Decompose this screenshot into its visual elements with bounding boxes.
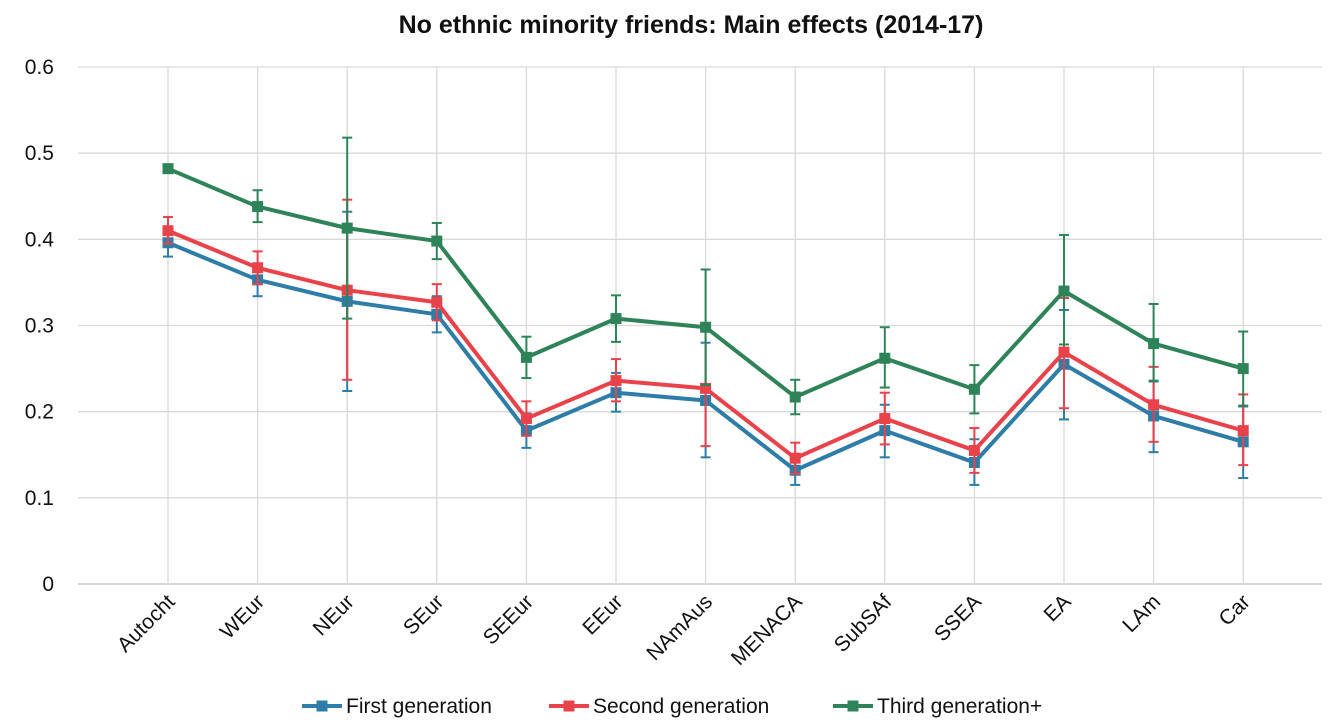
x-tick-label: MENACA (727, 590, 807, 670)
legend-label: Third generation+ (877, 695, 1042, 718)
y-tick-label: 0.3 (25, 315, 54, 338)
legend-item: Third generation+ (833, 695, 1042, 718)
legend-swatch-marker (563, 700, 575, 712)
legend-item: Second generation (549, 695, 769, 718)
data-point (341, 222, 353, 234)
data-point (431, 296, 443, 308)
x-tick-label: EA (1039, 590, 1075, 626)
legend-swatch-marker (847, 700, 859, 712)
y-tick-label: 0.6 (25, 56, 54, 79)
data-point (1148, 399, 1160, 411)
series-2 (162, 136, 1249, 416)
data-point (162, 163, 174, 175)
y-tick-label: 0.5 (25, 142, 54, 165)
y-tick-label: 0.1 (25, 487, 54, 510)
x-tick-label: WEur (216, 590, 269, 643)
data-point (968, 444, 980, 456)
x-tick-label: SEEur (479, 590, 538, 649)
legend-label: First generation (346, 695, 492, 718)
data-point (431, 235, 443, 247)
data-point (879, 352, 891, 364)
data-point (1237, 425, 1249, 437)
x-tick-label: EEur (578, 590, 627, 639)
data-point (520, 413, 532, 425)
data-point (879, 413, 891, 425)
chart-title: No ethnic minority friends: Main effects… (399, 11, 984, 39)
data-point (789, 452, 801, 464)
data-point (520, 351, 532, 363)
data-point (1237, 363, 1249, 375)
data-point (610, 375, 622, 387)
x-tick-label: LAm (1118, 590, 1165, 637)
x-tick-label: NEur (309, 590, 359, 640)
legend-label: Second generation (593, 695, 769, 718)
x-tick-label: Car (1215, 590, 1255, 630)
series-group (162, 136, 1249, 486)
data-point (1058, 346, 1070, 358)
x-tick-label: SSEA (930, 590, 986, 646)
data-point (700, 382, 712, 394)
y-axis-tick-labels: 0 0.1 0.2 0.3 0.4 0.5 0.6 (25, 56, 55, 596)
legend: First generation Second generation Third g… (302, 695, 1042, 718)
x-tick-label: SEur (399, 590, 448, 639)
data-point (1058, 285, 1070, 297)
data-point (252, 201, 264, 213)
x-axis-tick-labels: Autocht WEur NEur SEur SEEur EEur NAmAus MENACA… (113, 590, 1255, 670)
data-point (252, 262, 264, 274)
x-tick-label: SubSAf (830, 590, 897, 657)
x-tick-label: NAmAus (642, 590, 717, 665)
x-tick-label: Autocht (113, 590, 180, 657)
data-point (700, 321, 712, 333)
legend-swatch-marker (316, 700, 328, 712)
data-point (1148, 338, 1160, 350)
y-tick-label: 0.2 (25, 401, 54, 424)
data-point (789, 391, 801, 403)
data-point (162, 225, 174, 237)
y-tick-label: 0 (42, 573, 54, 596)
data-point (968, 383, 980, 395)
data-point (610, 313, 622, 325)
y-tick-label: 0.4 (25, 228, 55, 251)
legend-item: First generation (302, 695, 492, 718)
